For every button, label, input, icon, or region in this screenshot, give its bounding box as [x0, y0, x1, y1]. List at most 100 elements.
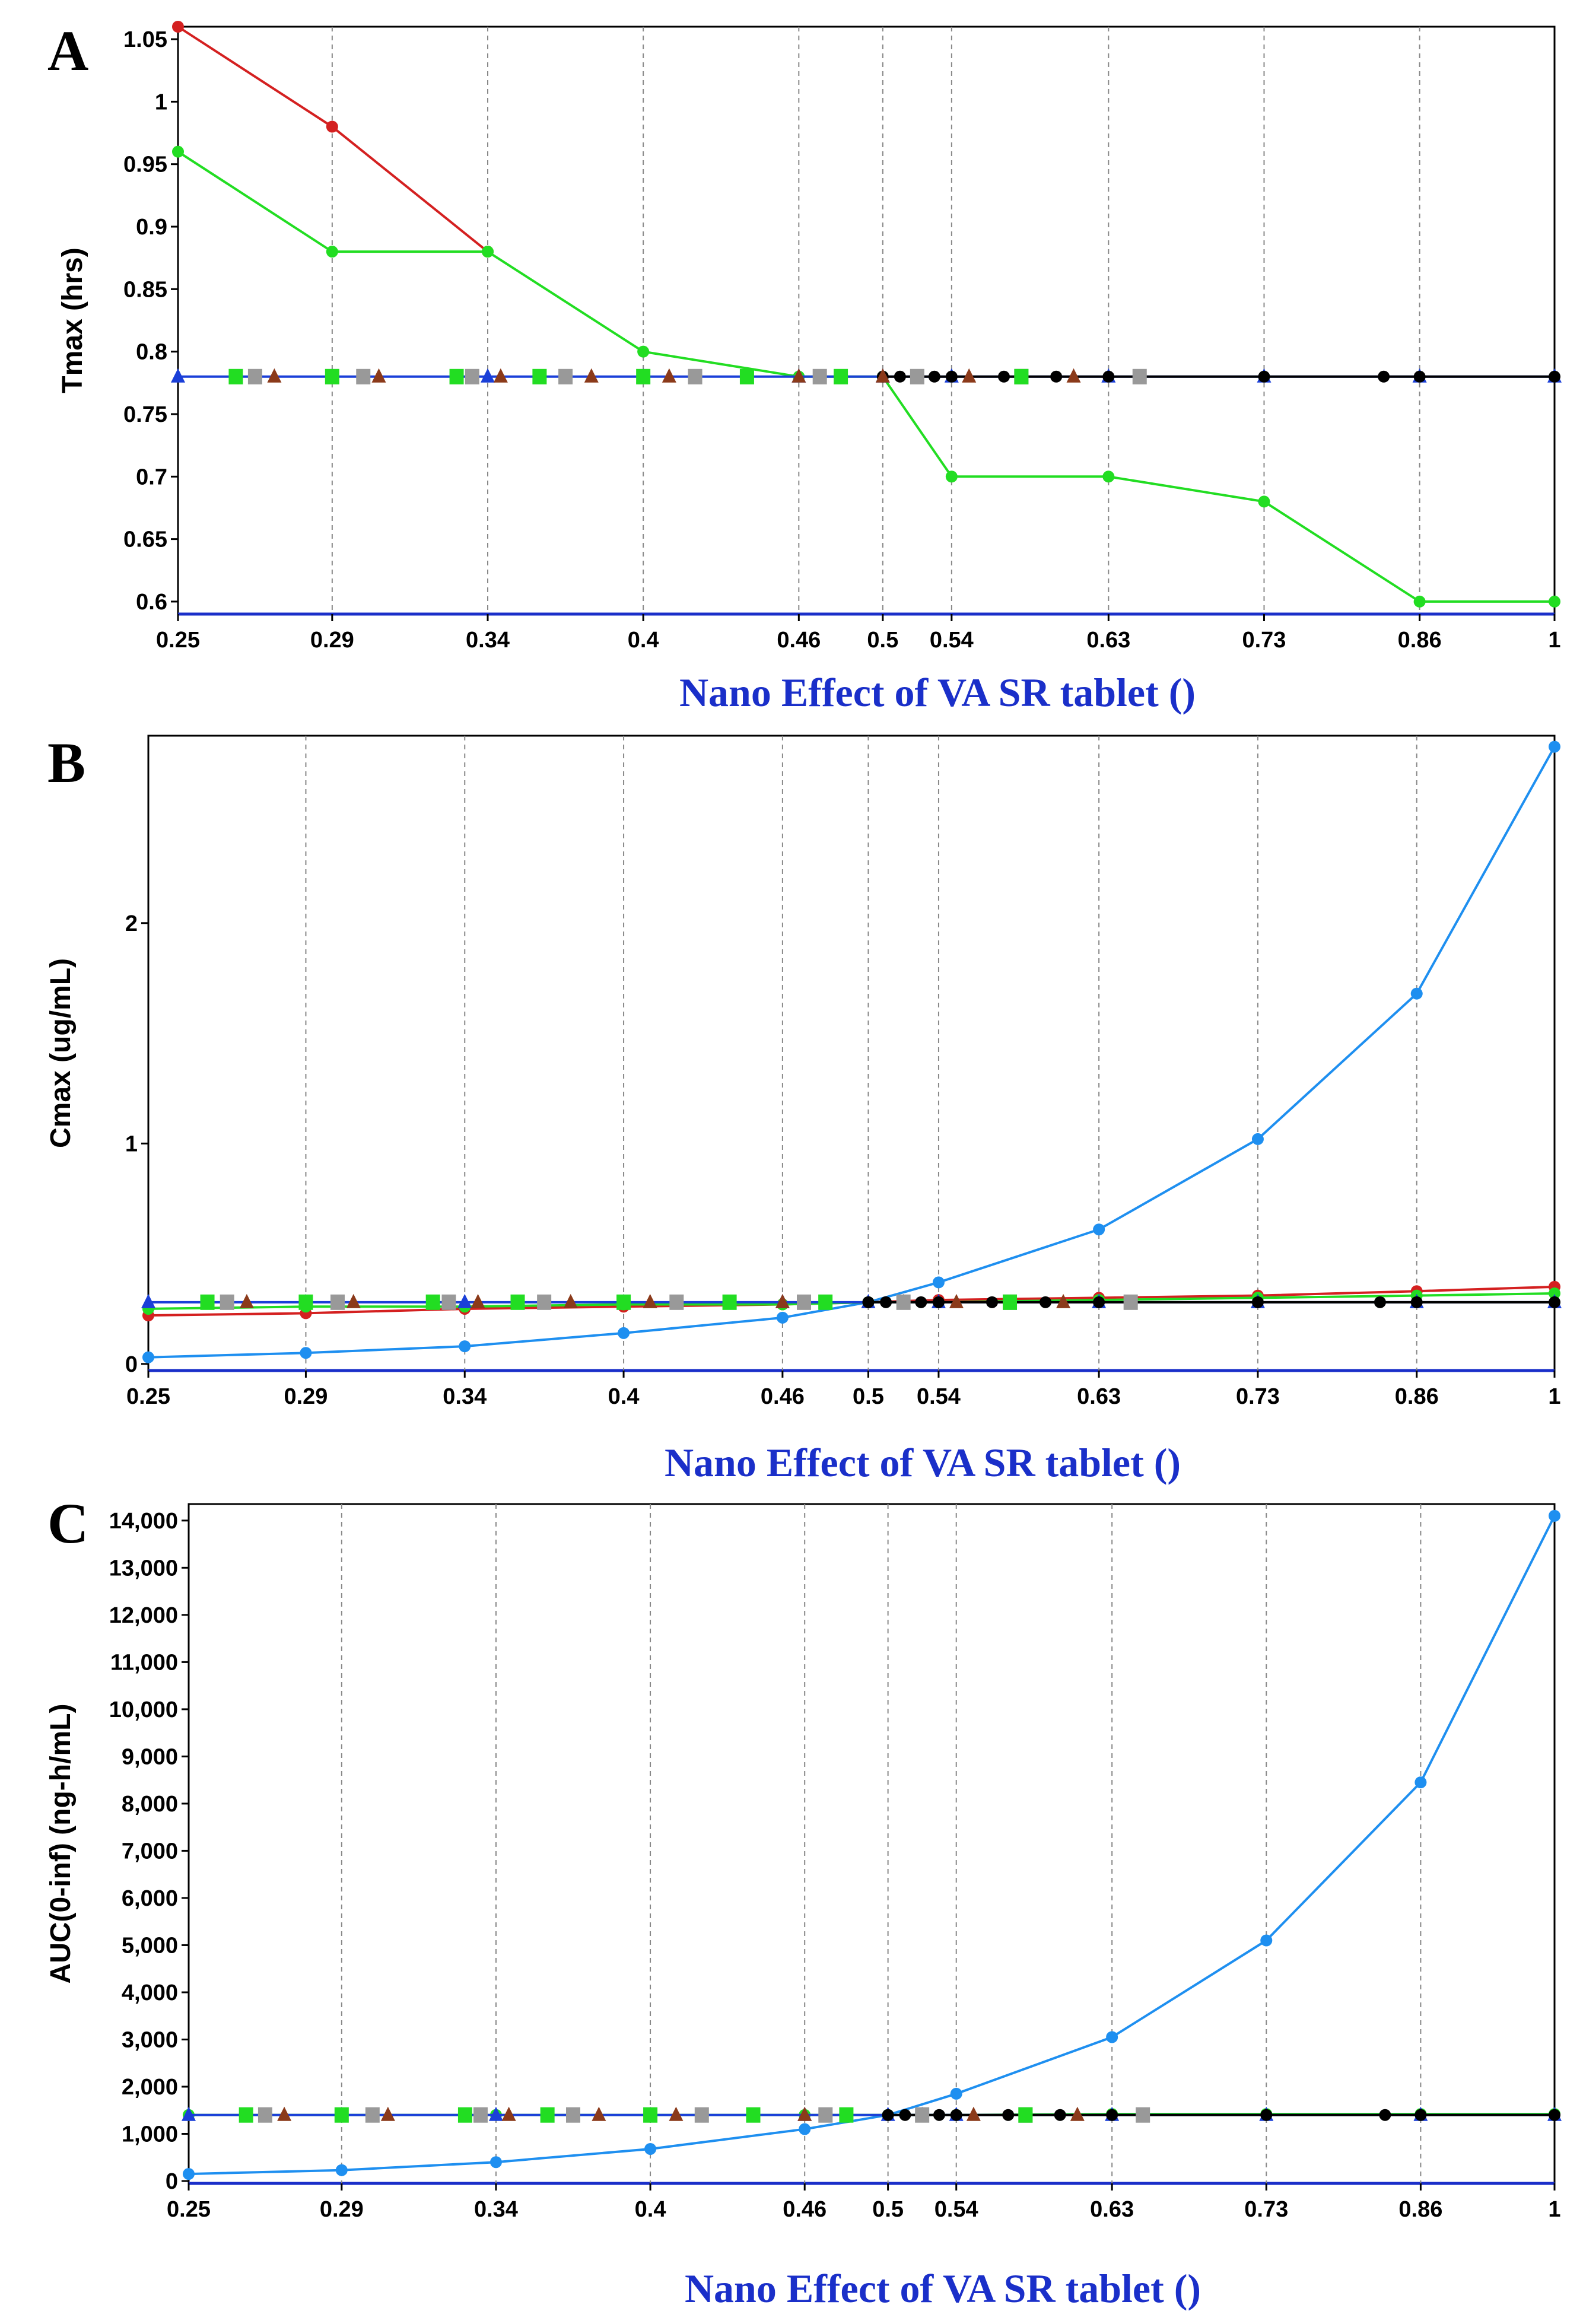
y-tick-label: 6,000	[122, 1886, 178, 1911]
data-point	[812, 368, 827, 384]
data-point	[459, 1340, 471, 1353]
data-point	[882, 2109, 894, 2121]
y-tick-label: 2,000	[122, 2075, 178, 2100]
y-tick-label: 0.85	[123, 277, 167, 302]
y-tick-label: 0	[125, 1352, 138, 1377]
plot-frame	[187, 1503, 1556, 2185]
data-point	[1374, 1296, 1386, 1308]
y-tick-label: 11,000	[110, 1650, 178, 1675]
data-point	[797, 2106, 812, 2121]
data-point	[834, 368, 848, 384]
data-point	[618, 1327, 630, 1339]
y-tick-label: 2	[125, 911, 138, 936]
x-tick-label: 0.54	[930, 628, 974, 653]
data-point	[1066, 368, 1081, 383]
x-tick-label: 0.54	[917, 1384, 961, 1409]
data-point	[776, 1311, 789, 1324]
y-tick-label: 0.95	[123, 152, 167, 177]
y-tick-label: 0.7	[136, 465, 167, 489]
x-tick-label: 0.63	[1086, 628, 1130, 653]
y-tick-label: 1	[155, 90, 167, 115]
data-point	[1413, 595, 1426, 608]
data-point	[1413, 370, 1426, 383]
data-point	[746, 2107, 761, 2123]
data-point	[465, 368, 479, 384]
data-point	[247, 368, 262, 384]
data-point	[532, 368, 547, 384]
panel-a: 0.25 0.29 0.34 0.4 0.46 0.5 0.54 0.63 0.73 0.86 1 0…	[47, 19, 1562, 715]
data-point	[933, 2109, 945, 2121]
data-point	[1414, 2109, 1427, 2121]
x-tick-label: 0.73	[1242, 628, 1286, 653]
x-tick-label: 0.4	[608, 1384, 640, 1409]
data-point	[171, 368, 185, 383]
data-point	[1106, 2031, 1118, 2043]
data-point	[1549, 370, 1560, 383]
data-point	[636, 368, 651, 384]
x-tick-label: 0.4	[635, 2197, 666, 2222]
data-point	[945, 370, 958, 383]
data-point	[962, 368, 977, 383]
x-tick-label: 0.5	[867, 628, 898, 653]
data-point	[669, 1294, 684, 1310]
data-point	[1549, 595, 1560, 608]
plot-frame	[147, 735, 1556, 1372]
x-tick-label: 1	[1548, 1384, 1560, 1409]
data-point	[1002, 2109, 1015, 2121]
panel-b: 0.25 0.29 0.34 0.4 0.46 0.5 0.54 0.63 0.73 0.86 1 0…	[45, 731, 1562, 1485]
plot-frame	[177, 26, 1556, 615]
y-tick-label: 3,000	[122, 2027, 178, 2052]
data-point	[862, 1296, 875, 1308]
y-tick-label: 8,000	[122, 1792, 178, 1817]
data-point	[899, 2109, 911, 2121]
data-point	[1018, 2107, 1033, 2123]
data-point	[584, 368, 599, 383]
data-point	[998, 370, 1010, 383]
data-point	[915, 1296, 927, 1308]
data-point	[616, 1294, 631, 1310]
data-point	[1040, 1296, 1052, 1308]
x-tick-label: 0.73	[1236, 1384, 1280, 1409]
data-point	[1549, 1296, 1560, 1308]
y-tick-label: 1	[125, 1131, 138, 1156]
data-point	[1106, 2109, 1118, 2121]
data-point	[326, 120, 338, 133]
data-point	[325, 368, 339, 384]
panel-label: A	[47, 19, 88, 82]
data-point	[928, 370, 940, 383]
data-point	[510, 1294, 525, 1310]
y-tick-label: 1,000	[122, 2122, 178, 2147]
data-point	[142, 1351, 154, 1363]
data-point	[880, 1296, 892, 1308]
data-point	[592, 2106, 606, 2121]
data-point	[839, 2107, 854, 2123]
data-point	[298, 1294, 313, 1310]
data-point	[986, 1296, 998, 1308]
data-point	[637, 345, 650, 358]
data-point	[1260, 2109, 1273, 2121]
series-green-squares	[239, 2107, 1033, 2123]
data-point	[172, 145, 184, 158]
data-point	[1136, 2107, 1150, 2123]
x-tick-label: 0.25	[167, 2197, 211, 2222]
series-green-squares	[200, 1294, 1018, 1310]
data-point	[799, 2123, 811, 2135]
y-tick-label: 0.75	[123, 402, 167, 427]
data-point	[797, 1294, 812, 1310]
y-axis-label: AUC(0-inf) (ng-h/mL)	[45, 1704, 77, 1984]
data-point	[356, 368, 371, 384]
data-point	[818, 2107, 833, 2123]
data-point	[1260, 1934, 1273, 1947]
x-tick-label: 1	[1548, 628, 1560, 653]
y-tick-label: 10,000	[109, 1697, 178, 1722]
data-point	[365, 2107, 380, 2123]
y-tick-label: 0	[166, 2169, 178, 2194]
y-tick-label: 5,000	[122, 1933, 178, 1958]
data-point	[875, 368, 890, 383]
x-tick-label: 0.46	[777, 628, 821, 653]
data-point	[1251, 1133, 1264, 1145]
x-tick-label: 0.25	[156, 628, 200, 653]
x-tick-label: 0.29	[310, 628, 354, 653]
y-tick-label: 9,000	[122, 1744, 178, 1769]
x-tick-label: 0.29	[284, 1384, 328, 1409]
